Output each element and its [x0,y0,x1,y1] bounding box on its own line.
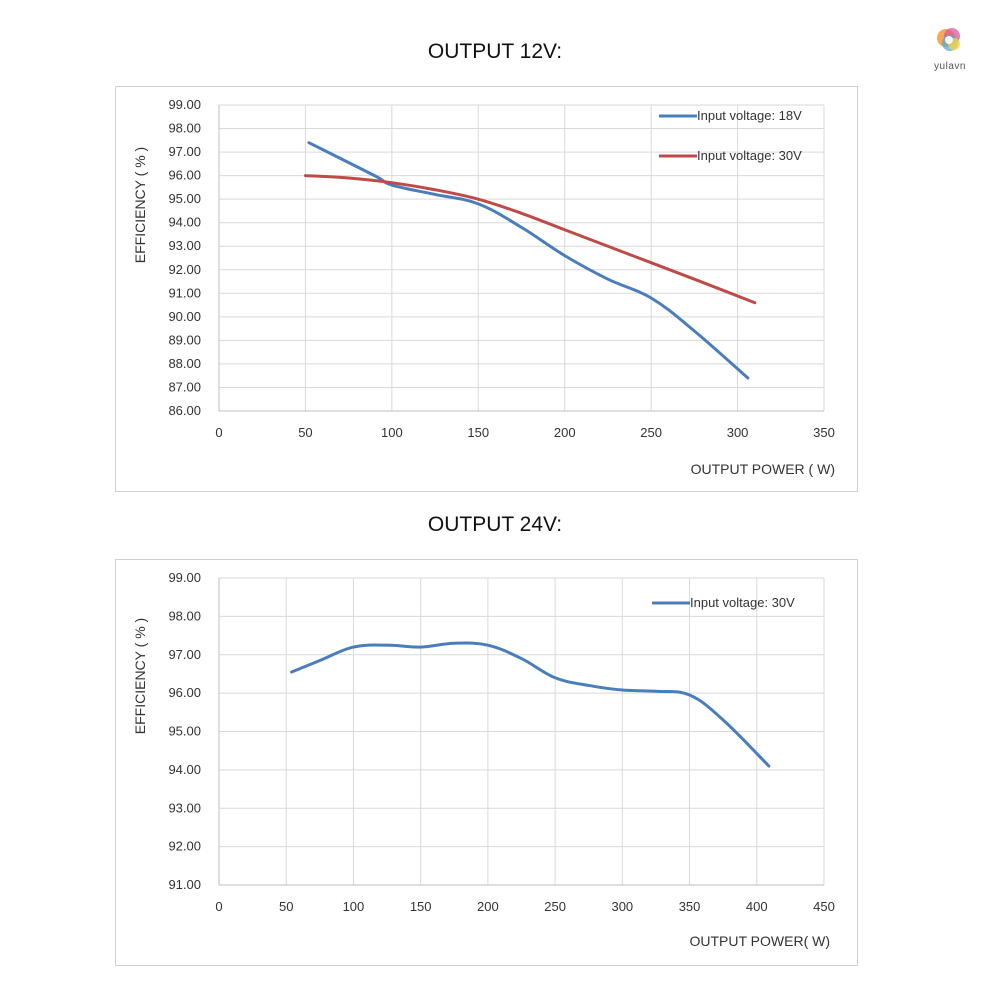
x-axis-label: OUTPUT POWER ( W) [691,461,835,477]
y-tick-label: 94.00 [168,762,201,777]
x-tick-label: 300 [727,425,749,440]
y-tick-label: 92.00 [168,262,201,277]
chart-frame-output-24v [115,559,858,966]
x-tick-label: 250 [544,899,566,914]
series-line-1 [290,641,771,768]
y-tick-label: 99.00 [168,97,201,112]
x-tick-label: 350 [813,425,835,440]
y-tick-label: 89.00 [168,332,201,347]
x-axis-label: OUTPUT POWER( W) [689,933,830,949]
x-tick-label: 150 [467,425,489,440]
y-tick-label: 98.00 [168,608,201,623]
y-tick-label: 94.00 [168,215,201,230]
legend-label: Input voltage: 30V [697,148,802,163]
brand-logo: yulavn [925,24,975,72]
x-tick-label: 100 [381,425,403,440]
x-tick-label: 0 [215,425,222,440]
y-tick-label: 91.00 [168,877,201,892]
x-tick-label: 50 [298,425,312,440]
y-tick-label: 87.00 [168,379,201,394]
y-axis-label: EFFICIENCY ( % ) [132,147,148,263]
x-tick-label: 100 [343,899,365,914]
brand-logo-icon [937,28,960,51]
chart-title-output-12v: OUTPUT 12V: [427,40,563,63]
x-tick-label: 450 [813,899,835,914]
y-tick-label: 91.00 [168,285,201,300]
y-axis-label: EFFICIENCY ( % ) [132,618,148,734]
y-tick-label: 86.00 [168,403,201,418]
y-tick-label: 98.00 [168,121,201,136]
legend-label: Input voltage: 30V [690,595,795,610]
chart-frame-output-12v [115,86,858,492]
x-tick-label: 150 [410,899,432,914]
x-tick-label: 200 [477,899,499,914]
y-tick-label: 99.00 [168,570,201,585]
chart-2: 91.00 92.00 93.00 94.00 95.00 96.00 97.00 98.00… [132,570,835,949]
y-tick-label: 96.00 [168,168,201,183]
x-tick-label: 0 [215,899,222,914]
x-tick-label: 350 [679,899,701,914]
brand-logo-text: yulavn [934,61,966,72]
chart-title-output-24v: OUTPUT 24V: [427,513,563,536]
y-tick-label: 95.00 [168,724,201,739]
y-tick-label: 93.00 [168,238,201,253]
y-tick-label: 95.00 [168,191,201,206]
legend-label: Input voltage: 18V [697,108,802,123]
series-line-1 [307,141,750,380]
y-tick-label: 96.00 [168,685,201,700]
y-tick-label: 88.00 [168,356,201,371]
chart-1: 86.00 87.00 88.00 89.00 90.00 91.00 92.00 93.00… [132,97,835,477]
series-line-2 [303,174,757,305]
y-tick-label: 92.00 [168,839,201,854]
x-tick-label: 250 [640,425,662,440]
x-tick-label: 50 [279,899,293,914]
x-tick-label: 400 [746,899,768,914]
y-tick-label: 97.00 [168,647,201,662]
y-tick-label: 97.00 [168,144,201,159]
x-tick-label: 300 [611,899,633,914]
x-tick-label: 200 [554,425,576,440]
y-tick-label: 93.00 [168,800,201,815]
y-tick-label: 90.00 [168,309,201,324]
